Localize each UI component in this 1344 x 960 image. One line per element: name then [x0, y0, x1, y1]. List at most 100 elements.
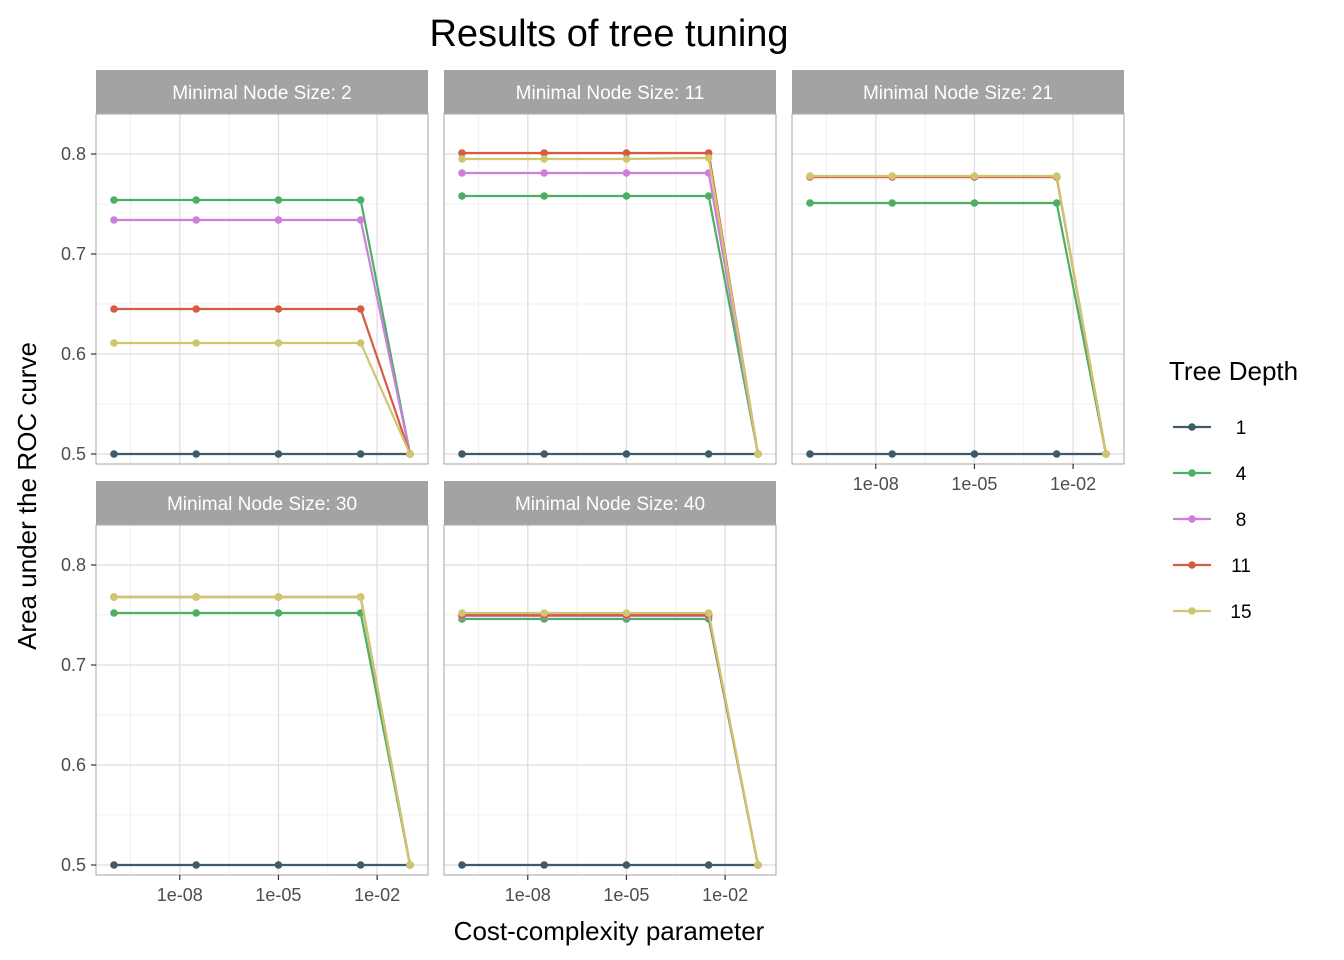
x-tick-label: 1e-02 — [354, 885, 400, 905]
panel-background — [96, 114, 428, 464]
data-point-depth-15 — [704, 154, 713, 162]
legend-title: Tree Depth — [1169, 356, 1298, 386]
data-point-depth-15 — [458, 609, 466, 617]
facet-strip — [96, 481, 428, 525]
x-tick-label: 1e-08 — [505, 885, 551, 905]
facet-panel: Minimal Node Size: 11 — [443, 70, 777, 465]
data-point-depth-11 — [458, 149, 466, 157]
data-point-depth-1 — [458, 861, 466, 869]
panel-border — [95, 524, 429, 876]
data-point-depth-15 — [356, 339, 365, 347]
data-point-depth-15 — [274, 339, 283, 347]
data-point-depth-4 — [110, 609, 118, 617]
panel-border — [443, 524, 777, 876]
legend-item-depth-8: 8 — [1173, 510, 1246, 531]
data-point-depth-4 — [622, 192, 631, 200]
data-point-depth-4 — [704, 192, 713, 200]
x-tick-label: 1e-02 — [1050, 474, 1096, 494]
chart-title: Results of tree tuning — [429, 13, 788, 55]
data-point-depth-1 — [356, 450, 365, 458]
data-point-depth-15 — [806, 172, 814, 180]
data-point-depth-1 — [806, 450, 814, 458]
legend-label: 1 — [1236, 418, 1247, 439]
data-point-depth-15 — [970, 172, 979, 180]
x-tick-label: 1e-05 — [951, 474, 997, 494]
y-axis-title: Area under the ROC curve — [12, 342, 42, 650]
legend-key-point — [1188, 423, 1196, 431]
data-point-depth-1 — [622, 861, 631, 869]
y-tick-label: 0.8 — [61, 144, 86, 164]
data-point-depth-1 — [192, 450, 201, 458]
data-point-depth-15 — [458, 155, 466, 163]
data-point-depth-4 — [356, 196, 365, 204]
data-point-depth-4 — [1052, 199, 1061, 207]
data-point-depth-8 — [356, 216, 365, 224]
data-point-depth-15 — [754, 450, 762, 458]
data-point-depth-1 — [1052, 450, 1061, 458]
data-point-depth-4 — [970, 199, 979, 207]
data-point-depth-1 — [970, 450, 979, 458]
data-point-depth-11 — [622, 149, 631, 157]
legend-key-point — [1188, 469, 1196, 477]
data-point-depth-1 — [274, 861, 283, 869]
data-point-depth-15 — [192, 593, 201, 601]
data-point-depth-11 — [540, 149, 549, 157]
legend-item-depth-15: 15 — [1173, 602, 1252, 623]
facet-strip-label: Minimal Node Size: 2 — [172, 83, 352, 104]
data-point-depth-4 — [806, 199, 814, 207]
y-tick-label: 0.6 — [61, 344, 86, 364]
y-tick-label: 0.5 — [61, 444, 86, 464]
legend-item-depth-11: 11 — [1173, 556, 1251, 577]
x-tick-label: 1e-08 — [157, 885, 203, 905]
x-tick-label: 1e-05 — [255, 885, 301, 905]
legend-label: 11 — [1231, 556, 1251, 577]
data-point-depth-4 — [192, 196, 201, 204]
panel-border — [95, 113, 429, 465]
data-point-depth-15 — [192, 339, 201, 347]
legend-key-point — [1188, 561, 1196, 569]
facet-panels: Minimal Node Size: 2 0.5 0.6 0.7 0.8 Minimal … — [61, 70, 1125, 905]
data-point-depth-11 — [192, 305, 201, 313]
data-point-depth-1 — [274, 450, 283, 458]
legend-label: 8 — [1236, 510, 1247, 531]
data-point-depth-8 — [540, 169, 549, 177]
data-point-depth-15 — [406, 861, 414, 869]
data-point-depth-4 — [540, 192, 549, 200]
data-point-depth-1 — [540, 450, 549, 458]
data-point-depth-15 — [110, 339, 118, 347]
data-point-depth-1 — [888, 450, 897, 458]
legend: Tree Depth 1 4 8 11 15 — [1169, 356, 1298, 623]
data-point-depth-15 — [622, 155, 631, 163]
data-point-depth-1 — [356, 861, 365, 869]
data-point-depth-1 — [704, 450, 713, 458]
y-tick-label: 0.6 — [61, 755, 86, 775]
x-axis-title: Cost-complexity parameter — [454, 916, 765, 946]
facet-panel: Minimal Node Size: 30 0.5 0.6 0.7 0.8 1e-08 1e… — [61, 481, 429, 905]
data-point-depth-15 — [1102, 450, 1110, 458]
data-point-depth-4 — [274, 196, 283, 204]
data-point-depth-15 — [1052, 172, 1061, 180]
data-point-depth-1 — [704, 861, 713, 869]
x-tick-label: 1e-02 — [702, 885, 748, 905]
y-tick-label: 0.8 — [61, 555, 86, 575]
data-point-depth-8 — [458, 169, 466, 177]
legend-item-depth-1: 1 — [1173, 418, 1246, 439]
panel-border — [443, 113, 777, 465]
data-point-depth-15 — [540, 155, 549, 163]
data-point-depth-15 — [110, 593, 118, 601]
data-point-depth-1 — [458, 450, 466, 458]
data-point-depth-15 — [622, 609, 631, 617]
data-point-depth-11 — [110, 305, 118, 313]
legend-key-point — [1188, 607, 1196, 615]
data-point-depth-15 — [888, 172, 897, 180]
legend-label: 15 — [1230, 602, 1251, 623]
data-point-depth-15 — [274, 593, 283, 601]
y-tick-label: 0.7 — [61, 655, 86, 675]
data-point-depth-1 — [110, 861, 118, 869]
panel-background — [96, 525, 428, 875]
facet-strip-label: Minimal Node Size: 21 — [863, 83, 1053, 104]
x-tick-label: 1e-08 — [853, 474, 899, 494]
facet-strip-label: Minimal Node Size: 30 — [167, 494, 357, 515]
data-point-depth-4 — [458, 192, 466, 200]
